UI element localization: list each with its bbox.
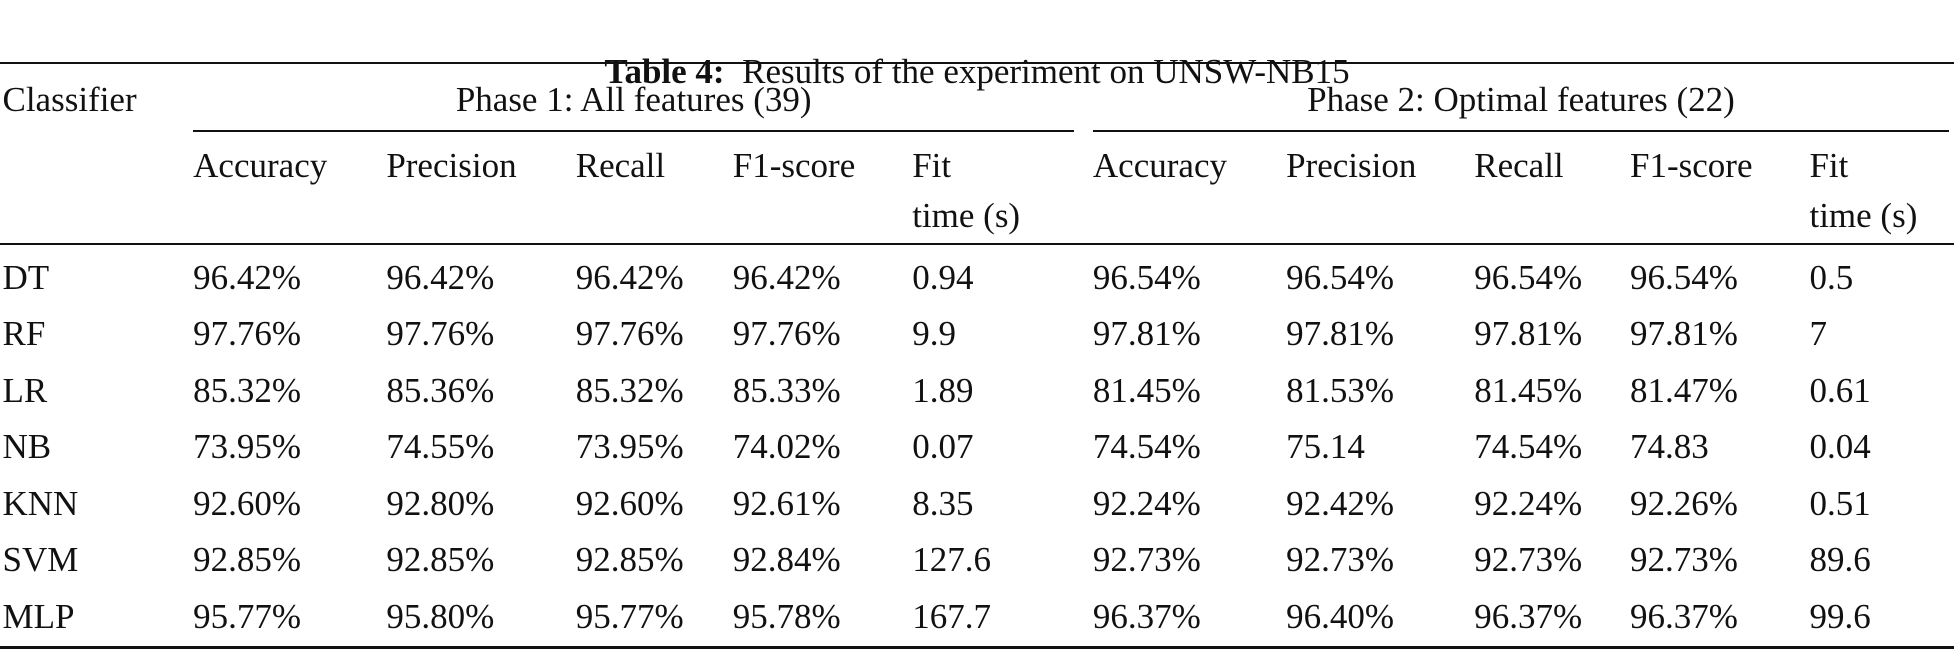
cell: 81.47% [1630, 370, 1738, 410]
cell: 127.6 [912, 540, 991, 580]
cell: 96.42% [386, 257, 495, 297]
cell: 0.51 [1809, 483, 1871, 523]
cell: 92.42% [1286, 483, 1394, 523]
cell: 73.95% [193, 427, 302, 467]
cell: 92.73% [1286, 540, 1394, 580]
column-header: Recall [575, 145, 666, 185]
column-header: Precision [1286, 145, 1417, 185]
cell: 95.78% [732, 596, 841, 636]
cell: 95.77% [193, 596, 302, 636]
group-header: Phase 2: Optimal features (22) [1307, 79, 1735, 119]
cell: 0.04 [1809, 427, 1871, 467]
cell: 92.85% [193, 540, 302, 580]
cell: 97.81% [1474, 314, 1583, 354]
table-caption: Table 4: Results of the experiment on UN… [0, 0, 1954, 97]
cell: 85.33% [732, 370, 841, 410]
cell: 74.02% [732, 427, 841, 467]
group-header: Phase 1: All features (39) [455, 79, 812, 119]
cell: 9.9 [912, 314, 956, 354]
cell: 92.24% [1092, 483, 1201, 523]
classifier-header: Classifier [2, 79, 137, 119]
cell: 96.42% [575, 257, 684, 297]
cell: 73.95% [575, 427, 684, 467]
cell: 97.81% [1286, 314, 1394, 354]
column-header: F1-score [732, 145, 856, 185]
cell: 92.61% [732, 483, 841, 523]
cell: 97.76% [386, 314, 495, 354]
cell: 85.32% [193, 370, 302, 410]
cell: 92.84% [732, 540, 841, 580]
cell: 92.73% [1092, 540, 1201, 580]
cell: 96.40% [1286, 596, 1394, 636]
rule [0, 62, 1954, 65]
column-header: Accuracy [193, 145, 328, 185]
rule [1092, 129, 1950, 132]
cell: 0.61 [1809, 370, 1871, 410]
cell: 81.45% [1474, 370, 1583, 410]
cell: 92.60% [575, 483, 684, 523]
cell: 92.60% [193, 483, 302, 523]
row-label: MLP [2, 596, 75, 636]
cell: 97.76% [193, 314, 302, 354]
cell: 97.76% [732, 314, 841, 354]
caption-label: Table 4: [604, 52, 725, 91]
cell: 96.54% [1630, 257, 1738, 297]
cell: 92.80% [386, 483, 495, 523]
cell: 0.94 [912, 257, 974, 297]
cell: 97.76% [575, 314, 684, 354]
cell: 89.6 [1809, 540, 1871, 580]
column-header: Accuracy [1092, 145, 1227, 185]
cell: 92.85% [575, 540, 684, 580]
column-header: Recall [1474, 145, 1564, 185]
cell: 96.37% [1092, 596, 1201, 636]
column-header: Fit time (s) [1809, 145, 1918, 235]
cell: 95.77% [575, 596, 684, 636]
cell: 96.37% [1630, 596, 1738, 636]
cell: 96.54% [1092, 257, 1201, 297]
cell: 85.32% [575, 370, 684, 410]
column-header: Precision [386, 145, 517, 185]
cell: 96.54% [1474, 257, 1583, 297]
cell: 8.35 [912, 483, 974, 523]
row-label: RF [2, 314, 46, 354]
rule [193, 129, 1075, 132]
cell: 96.42% [732, 257, 841, 297]
cell: 99.6 [1809, 596, 1871, 636]
cell: 85.36% [386, 370, 495, 410]
row-label: LR [2, 370, 48, 410]
row-label: SVM [2, 540, 79, 580]
cell: 74.54% [1474, 427, 1583, 467]
cell: 74.54% [1092, 427, 1201, 467]
cell: 96.42% [193, 257, 302, 297]
row-label: DT [2, 257, 50, 297]
cell: 74.55% [386, 427, 495, 467]
column-header: Fit time (s) [912, 145, 1021, 235]
cell: 96.37% [1474, 596, 1583, 636]
cell: 92.26% [1630, 483, 1738, 523]
row-label: NB [2, 427, 52, 467]
cell: 81.53% [1286, 370, 1394, 410]
cell: 97.81% [1092, 314, 1201, 354]
cell: 92.85% [386, 540, 495, 580]
cell: 75.14 [1286, 427, 1365, 467]
cell: 1.89 [912, 370, 974, 410]
cell: 96.54% [1286, 257, 1394, 297]
cell: 0.5 [1809, 257, 1854, 297]
cell: 92.73% [1630, 540, 1738, 580]
cell: 81.45% [1092, 370, 1201, 410]
cell: 92.73% [1474, 540, 1583, 580]
rule [0, 243, 1954, 245]
cell: 7 [1809, 314, 1827, 354]
cell: 74.83 [1630, 427, 1709, 467]
cell: 92.24% [1474, 483, 1583, 523]
column-header: F1-score [1630, 145, 1753, 185]
row-label: KNN [2, 483, 79, 523]
cell: 95.80% [386, 596, 495, 636]
rule [0, 645, 1954, 649]
cell: 167.7 [912, 596, 991, 636]
caption-text: Results of the experiment on UNSW-NB15 [742, 52, 1350, 91]
cell: 0.07 [912, 427, 974, 467]
cell: 97.81% [1630, 314, 1738, 354]
